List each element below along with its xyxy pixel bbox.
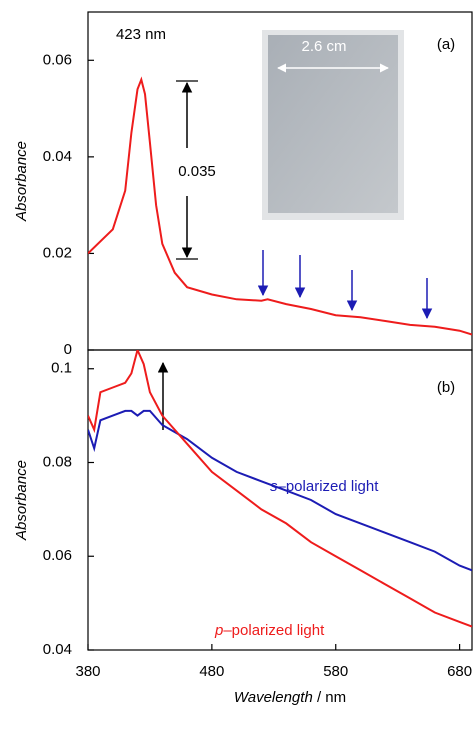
y-tick-label: 0.06	[43, 51, 72, 68]
plot-frame	[87, 349, 473, 651]
y-axis-label: Absorbance	[13, 141, 30, 222]
line	[88, 76, 472, 336]
x-tick-label: 580	[323, 663, 348, 680]
legend-label: s–polarized light	[270, 478, 379, 495]
panel-label: (a)	[437, 36, 455, 53]
y-axis-label: Absorbance	[13, 460, 30, 541]
annotation: 0.035	[178, 163, 216, 180]
annotation: 2.6 cm	[301, 38, 346, 55]
x-axis-label: Wavelength / nm	[234, 689, 346, 706]
photo	[268, 35, 398, 213]
y-tick-label: 0.04	[43, 148, 72, 165]
y-tick-label: 0.06	[43, 547, 72, 564]
y-tick-label: 0.04	[43, 641, 72, 658]
legend-label: p–polarized light	[214, 622, 325, 639]
line	[88, 350, 472, 628]
line	[88, 409, 472, 572]
x-tick-label: 380	[75, 663, 100, 680]
y-tick-label: 0.1	[51, 360, 72, 377]
y-tick-label: 0.02	[43, 244, 72, 261]
x-tick-label: 480	[199, 663, 224, 680]
y-tick-label: 0.08	[43, 453, 72, 470]
panel-label: (b)	[437, 379, 455, 396]
y-tick-label: 0	[64, 341, 72, 358]
x-tick-label: 680	[447, 663, 472, 680]
annotation: 423 nm	[116, 26, 166, 43]
